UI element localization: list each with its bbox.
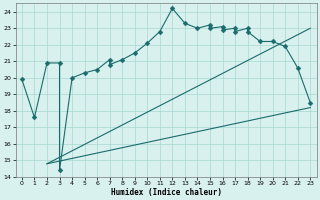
X-axis label: Humidex (Indice chaleur): Humidex (Indice chaleur) [111, 188, 221, 197]
